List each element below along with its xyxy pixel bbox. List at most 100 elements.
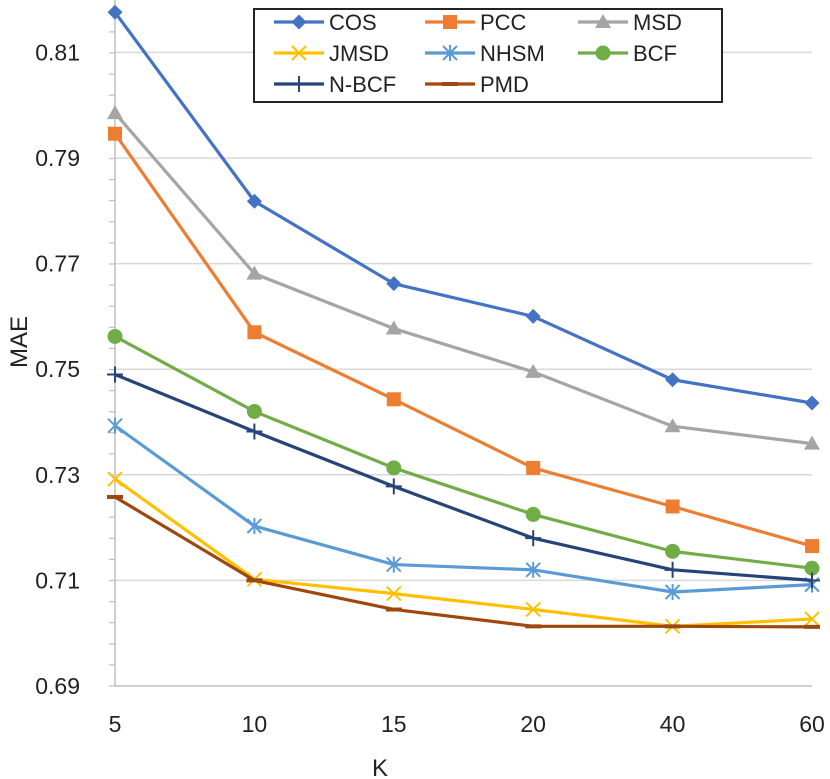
data-point	[665, 499, 680, 514]
data-point	[664, 418, 681, 433]
y-tick-label: 0.69	[35, 673, 80, 699]
data-point	[804, 611, 820, 627]
x-tick-label: 60	[799, 711, 825, 737]
data-point	[664, 561, 681, 578]
data-point	[442, 45, 458, 61]
data-point	[805, 539, 819, 554]
legend-item-bcf: BCF	[578, 41, 677, 66]
legend-label: PCC	[480, 10, 527, 35]
legend-item-n-bcf: N-BCF	[274, 72, 396, 97]
series-line	[114, 424, 813, 594]
legend-label: JMSD	[329, 41, 389, 66]
data-point	[595, 14, 611, 28]
data-point	[804, 395, 820, 411]
x-axis-label: K	[372, 755, 388, 779]
y-tick-label: 0.79	[35, 145, 80, 171]
marker-stroke	[804, 611, 820, 627]
data-point	[246, 193, 262, 209]
legend-label: BCF	[633, 41, 677, 66]
data-point	[291, 76, 307, 92]
series-lines	[107, 4, 820, 635]
marker-stroke	[386, 585, 402, 602]
data-point	[246, 403, 262, 419]
series-bcf	[107, 328, 820, 576]
x-tick-labels: 5 10 15 20 40 60	[109, 711, 825, 737]
series-nhsm	[107, 417, 820, 601]
legend: COS PCC MSD JMSD NHSM BCF N-BCF PMD	[253, 8, 723, 103]
y-tick-label: 0.73	[35, 462, 80, 488]
legend-frame	[253, 8, 723, 103]
y-tick-labels: 0.69 0.71 0.73 0.75 0.77 0.79 0.81	[35, 39, 80, 699]
legend-item-cos: COS	[274, 10, 377, 35]
legend-item-pcc: PCC	[425, 10, 527, 35]
legend-label: MSD	[633, 10, 682, 35]
series-n-bcf	[107, 366, 820, 589]
data-point	[291, 14, 307, 30]
series-line	[113, 11, 813, 405]
legend-item-jmsd: JMSD	[274, 41, 389, 66]
y-tick-label: 0.75	[35, 356, 80, 382]
y-tick-label: 0.77	[35, 251, 80, 277]
data-point	[665, 543, 681, 559]
data-point	[246, 423, 263, 440]
series-line	[113, 112, 813, 446]
data-point	[386, 585, 402, 602]
marker-stroke	[291, 45, 307, 61]
legend-item-nhsm: NHSM	[425, 41, 545, 66]
data-point	[443, 15, 457, 29]
y-tick-label: 0.81	[35, 39, 80, 65]
data-point	[107, 328, 123, 344]
data-point	[665, 372, 681, 388]
series-line	[114, 372, 813, 582]
x-tick-label: 5	[109, 711, 122, 737]
y-tick-label: 0.71	[35, 567, 80, 593]
y-axis-label: MAE	[6, 316, 33, 368]
data-point	[595, 45, 611, 61]
data-point	[526, 460, 541, 475]
data-point	[386, 392, 401, 407]
data-point	[107, 366, 123, 383]
series-line	[113, 132, 813, 548]
data-point	[107, 105, 123, 120]
x-tick-label: 15	[381, 711, 407, 737]
data-point	[804, 435, 820, 450]
series-pcc	[108, 126, 819, 554]
data-point	[247, 325, 262, 340]
data-point	[107, 471, 123, 487]
data-point	[386, 556, 402, 573]
data-point	[107, 4, 123, 20]
marker-stroke	[525, 601, 541, 618]
data-point	[525, 561, 541, 578]
data-point	[246, 518, 263, 535]
data-point	[664, 584, 681, 601]
legend-item-msd: MSD	[578, 10, 682, 35]
legend-item-pmd: PMD	[425, 72, 529, 97]
data-point	[804, 572, 820, 589]
x-tick-label: 40	[660, 711, 686, 737]
data-point	[385, 478, 402, 495]
x-tick-label: 10	[242, 711, 268, 737]
data-point	[525, 363, 542, 378]
series-line	[114, 495, 813, 629]
legend-label: PMD	[480, 72, 529, 97]
data-point	[107, 417, 123, 434]
data-point	[246, 265, 263, 280]
series-line	[114, 335, 813, 570]
data-point	[804, 560, 820, 576]
series-msd	[107, 105, 820, 450]
legend-label: COS	[329, 10, 377, 35]
series-pmd	[107, 494, 820, 629]
data-point	[525, 308, 541, 324]
legend-label: N-BCF	[329, 72, 396, 97]
data-point	[386, 460, 402, 476]
data-point	[525, 506, 541, 522]
data-point	[291, 45, 307, 61]
x-tick-label: 20	[520, 711, 546, 737]
data-point	[385, 320, 402, 335]
marker-stroke	[107, 471, 123, 487]
data-point	[386, 276, 402, 292]
legend-label: NHSM	[480, 41, 545, 66]
series-cos	[107, 4, 820, 411]
data-point	[108, 126, 122, 141]
